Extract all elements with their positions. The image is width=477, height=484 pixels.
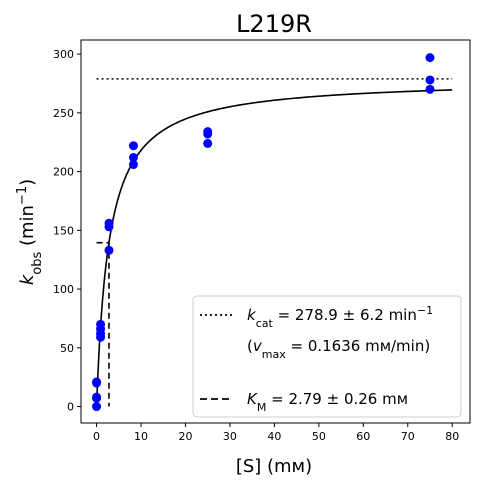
legend-kcat-exponent: −1	[417, 304, 433, 317]
y-tick-label: 100	[53, 283, 74, 296]
legend: kcat = 278.9 ± 6.2 min−1 (vmax = 0.1636 …	[192, 295, 462, 418]
y-axis-ticks: 0 50 100 150 200 250 300	[53, 48, 81, 414]
fit-curve	[95, 89, 453, 407]
x-tick-label: 80	[445, 430, 459, 443]
x-tick-label: 70	[401, 430, 415, 443]
y-tick-label: 200	[53, 166, 74, 179]
legend-kcat-main: k	[247, 306, 257, 324]
data-point	[203, 127, 213, 137]
y-tick-label: 300	[53, 48, 74, 61]
legend-km-label: KM = 2.79 ± 0.26 mм	[247, 390, 408, 414]
x-tick-label: 10	[134, 430, 148, 443]
y-axis-label-unit: (min	[17, 205, 38, 252]
x-tick-label: 60	[356, 430, 370, 443]
data-point	[104, 245, 114, 255]
legend-vmax-main: v	[253, 337, 263, 355]
legend-kcat-sub: cat	[256, 317, 274, 330]
data-point	[96, 319, 106, 329]
y-axis-label: kobs (min−1)	[15, 179, 45, 285]
data-point	[92, 392, 102, 402]
legend-vmax-label: (vmax = 0.1636 mм/min)	[247, 337, 430, 361]
data-point	[203, 138, 213, 148]
legend-kcat-label: kcat = 278.9 ± 6.2 min−1	[247, 304, 433, 330]
y-tick-label: 0	[67, 401, 74, 414]
x-tick-label: 0	[93, 430, 100, 443]
chart-title: L219R	[236, 10, 312, 38]
x-axis-ticks: 0 10 20 30 40 50 60 70 80	[93, 423, 459, 443]
legend-km-main: K	[247, 390, 258, 408]
data-point	[425, 53, 435, 63]
plot-frame	[80, 39, 471, 424]
y-axis-label-unit-exponent: −1	[15, 186, 30, 205]
x-axis-label: [S] (mм)	[236, 456, 312, 477]
data-point	[128, 141, 138, 151]
plot-area	[92, 53, 453, 412]
data-point	[425, 75, 435, 85]
legend-km-sub: M	[257, 401, 267, 414]
x-tick-label: 20	[178, 430, 192, 443]
legend-vmax-open: (	[247, 337, 253, 355]
data-point	[92, 377, 102, 387]
y-axis-label-unit-close: )	[17, 179, 38, 186]
y-axis-label-sub: obs	[30, 252, 45, 275]
y-tick-label: 250	[53, 107, 74, 120]
data-point	[128, 160, 138, 170]
legend-kcat-value: = 278.9 ± 6.2 min	[273, 306, 417, 324]
legend-km-value: = 2.79 ± 0.26 mм	[266, 390, 408, 408]
x-tick-label: 40	[267, 430, 281, 443]
y-tick-label: 50	[60, 342, 74, 355]
x-tick-label: 30	[223, 430, 237, 443]
y-tick-label: 150	[53, 224, 74, 237]
legend-box	[192, 295, 462, 418]
data-point	[104, 218, 114, 228]
legend-vmax-value: = 0.1636 mм/min)	[286, 337, 430, 355]
data-point	[425, 84, 435, 94]
data-point	[92, 402, 102, 412]
data-point	[128, 152, 138, 162]
y-axis-label-main: k	[17, 273, 38, 285]
legend-vmax-sub: max	[262, 348, 286, 361]
x-tick-label: 50	[312, 430, 326, 443]
